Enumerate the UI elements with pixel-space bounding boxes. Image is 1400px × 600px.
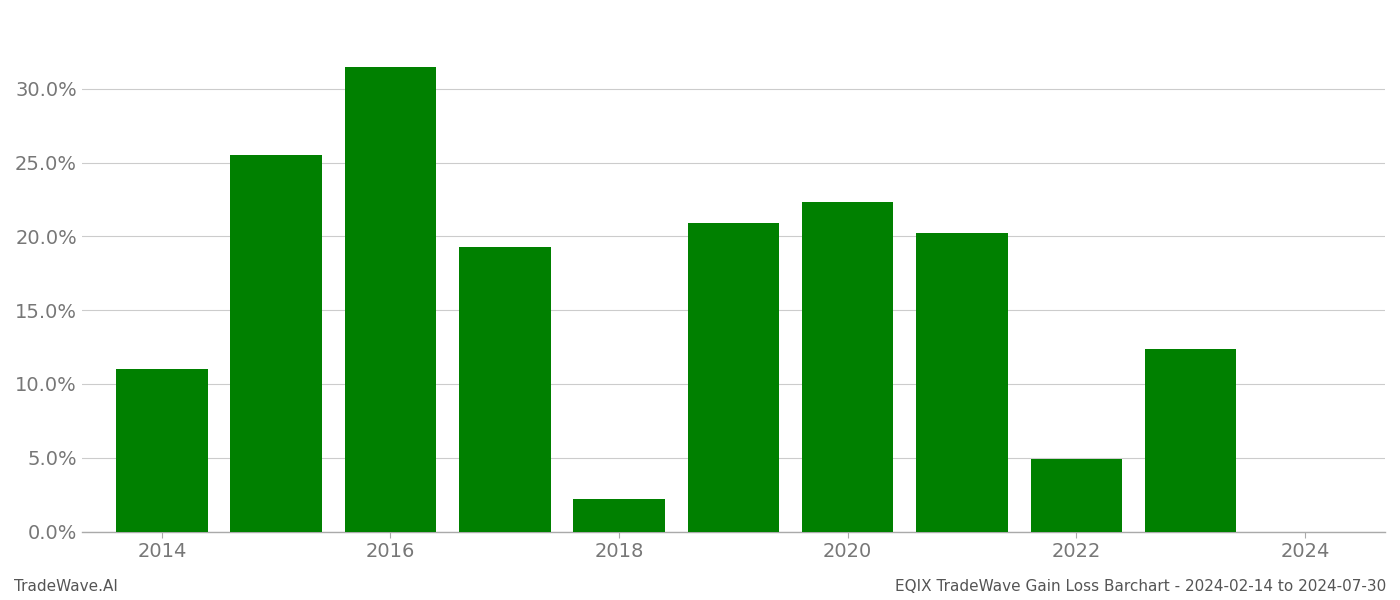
Bar xyxy=(1030,459,1121,532)
Bar xyxy=(459,247,550,532)
Bar xyxy=(116,369,207,532)
Bar xyxy=(802,202,893,532)
Text: TradeWave.AI: TradeWave.AI xyxy=(14,579,118,594)
Bar xyxy=(687,223,780,532)
Text: EQIX TradeWave Gain Loss Barchart - 2024-02-14 to 2024-07-30: EQIX TradeWave Gain Loss Barchart - 2024… xyxy=(895,579,1386,594)
Bar xyxy=(344,67,437,532)
Bar xyxy=(231,155,322,532)
Bar xyxy=(574,499,665,532)
Bar xyxy=(1145,349,1236,532)
Bar xyxy=(917,233,1008,532)
